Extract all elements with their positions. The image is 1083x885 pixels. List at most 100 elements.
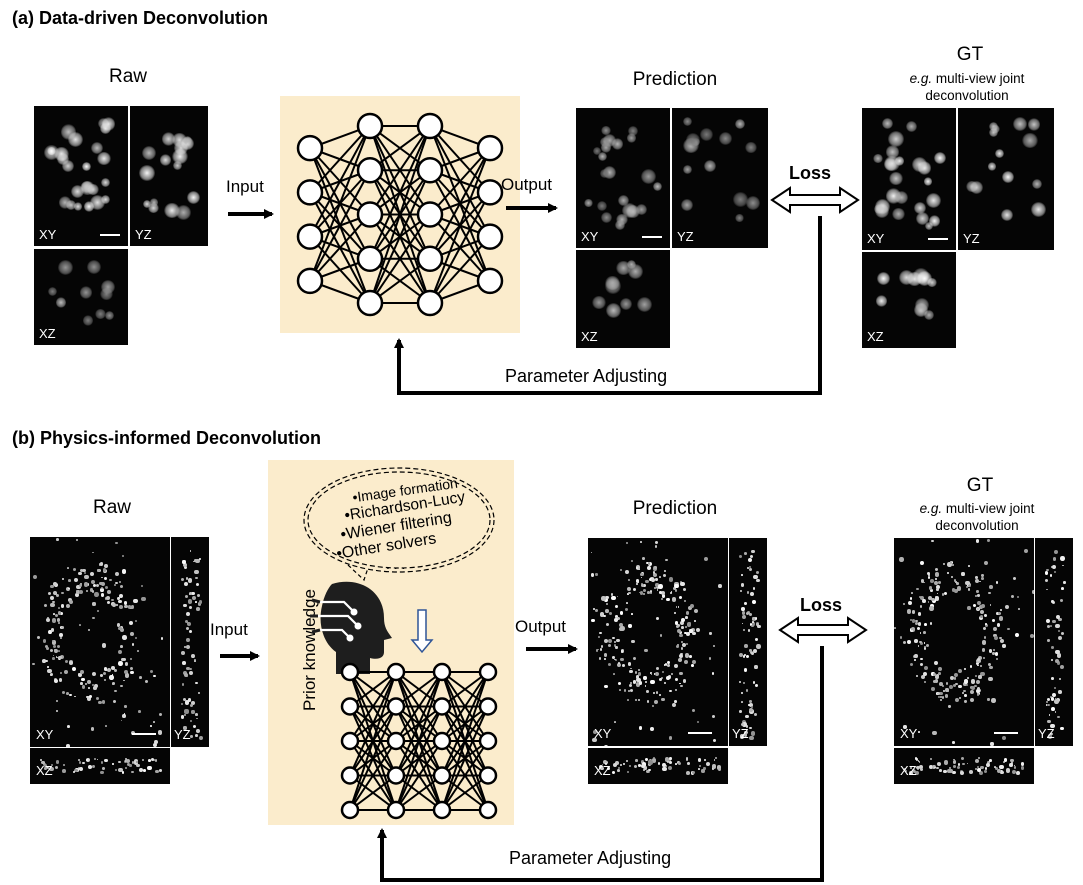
fluorescence-speck bbox=[999, 639, 1005, 644]
fluorescence-speck bbox=[1051, 600, 1054, 603]
fluorescence-speck bbox=[1016, 770, 1020, 775]
fluorescence-speck bbox=[86, 696, 92, 701]
fluorescence-speck bbox=[644, 685, 647, 688]
fluorescence-speck bbox=[923, 642, 926, 645]
nn-node bbox=[432, 697, 452, 716]
nucleus-spot bbox=[101, 195, 110, 204]
nucleus-spot bbox=[877, 272, 890, 285]
fluorescence-speck bbox=[911, 592, 914, 595]
fluorescence-speck bbox=[183, 563, 188, 568]
fluorescence-speck bbox=[929, 606, 934, 611]
nucleus-spot bbox=[734, 118, 745, 129]
fluorescence-speck bbox=[106, 596, 111, 601]
fluorescence-speck bbox=[58, 632, 63, 637]
fluorescence-speck bbox=[677, 762, 681, 766]
fluorescence-speck bbox=[109, 578, 112, 582]
fluorescence-speck bbox=[80, 682, 84, 685]
fluorescence-speck bbox=[182, 660, 187, 665]
fluorescence-speck bbox=[754, 637, 758, 642]
fluorescence-speck bbox=[47, 666, 49, 668]
fluorescence-speck bbox=[1021, 766, 1025, 770]
fluorescence-speck bbox=[980, 765, 984, 770]
fluorescence-speck bbox=[91, 684, 94, 687]
fluorescence-speck bbox=[184, 700, 189, 705]
fluorescence-speck bbox=[976, 693, 980, 696]
fluorescence-speck bbox=[122, 679, 125, 682]
fluorescence-speck bbox=[935, 675, 939, 679]
fluorescence-speck bbox=[639, 591, 644, 595]
fluorescence-speck bbox=[917, 768, 919, 771]
fluorescence-speck bbox=[185, 674, 188, 677]
fluorescence-speck bbox=[54, 765, 59, 770]
fluorescence-speck bbox=[928, 586, 933, 590]
fluorescence-speck bbox=[107, 601, 111, 605]
fluorescence-speck bbox=[679, 682, 681, 685]
fluorescence-speck bbox=[961, 572, 965, 576]
fluorescence-speck bbox=[652, 572, 658, 578]
fluorescence-speck bbox=[955, 582, 959, 586]
fluorescence-speck bbox=[65, 692, 69, 696]
fluorescence-speck bbox=[52, 654, 55, 657]
nucleus-spot bbox=[928, 214, 941, 227]
fluorescence-speck bbox=[711, 672, 715, 676]
fluorescence-speck bbox=[107, 667, 112, 672]
nucleus-spot bbox=[995, 149, 1005, 159]
fluorescence-speck bbox=[749, 565, 752, 568]
fluorescence-speck bbox=[78, 761, 82, 764]
fluorescence-speck bbox=[701, 769, 705, 773]
fluorescence-speck bbox=[101, 576, 103, 579]
fluorescence-speck bbox=[997, 612, 1000, 615]
fluorescence-speck bbox=[738, 681, 742, 684]
fluorescence-speck bbox=[673, 587, 677, 591]
fluorescence-speck bbox=[978, 770, 983, 776]
fluorescence-speck bbox=[604, 598, 608, 602]
fluorescence-speck bbox=[929, 578, 934, 583]
fluorescence-speck bbox=[955, 698, 960, 703]
fluorescence-speck bbox=[191, 710, 195, 714]
fluorescence-speck bbox=[990, 742, 994, 746]
fluorescence-speck bbox=[914, 639, 918, 643]
fluorescence-speck bbox=[682, 678, 687, 683]
fluorescence-speck bbox=[741, 622, 744, 625]
fluorescence-speck bbox=[99, 581, 103, 586]
nucleus-spot bbox=[164, 202, 180, 219]
fluorescence-speck bbox=[978, 604, 983, 609]
fluorescence-speck bbox=[192, 560, 195, 563]
fluorescence-speck bbox=[1058, 690, 1062, 694]
fluorescence-speck bbox=[751, 622, 756, 626]
fluorescence-speck bbox=[152, 743, 157, 747]
fluorescence-speck bbox=[180, 702, 183, 705]
fluorescence-speck bbox=[1050, 696, 1052, 698]
fluorescence-speck bbox=[658, 584, 663, 589]
nucleus-spot bbox=[67, 131, 83, 147]
fluorescence-speck bbox=[1013, 766, 1017, 769]
fluorescence-speck bbox=[195, 577, 198, 580]
nucleus-spot bbox=[891, 207, 905, 221]
nucleus-spot bbox=[105, 311, 115, 321]
fluorescence-speck bbox=[916, 588, 919, 591]
fluorescence-speck bbox=[994, 766, 999, 771]
fluorescence-speck bbox=[1010, 594, 1014, 599]
fluorescence-speck bbox=[1047, 719, 1051, 724]
fluorescence-speck bbox=[119, 584, 124, 589]
fluorescence-speck bbox=[687, 762, 690, 766]
parameter-adjusting-label-a: Parameter Adjusting bbox=[505, 366, 668, 386]
nucleus-spot bbox=[636, 296, 653, 313]
fluorescence-speck bbox=[36, 635, 41, 639]
fluorescence-speck bbox=[718, 584, 723, 589]
fluorescence-speck bbox=[939, 698, 943, 701]
fluorescence-speck bbox=[50, 584, 54, 589]
fluorescence-speck bbox=[910, 618, 913, 622]
fluorescence-speck bbox=[642, 588, 647, 593]
fluorescence-speck bbox=[611, 770, 616, 775]
panel-b-title: (b) Physics-informed Deconvolution bbox=[12, 428, 322, 448]
fluorescence-speck bbox=[50, 602, 55, 607]
nucleus-spot bbox=[47, 146, 56, 156]
nn-connection bbox=[369, 125, 431, 304]
fluorescence-speck bbox=[185, 645, 190, 650]
fluorescence-speck bbox=[641, 571, 644, 574]
nn-node bbox=[340, 731, 360, 751]
fluorescence-speck bbox=[58, 655, 62, 659]
nn-node bbox=[478, 731, 498, 751]
fluorescence-speck bbox=[962, 681, 967, 686]
